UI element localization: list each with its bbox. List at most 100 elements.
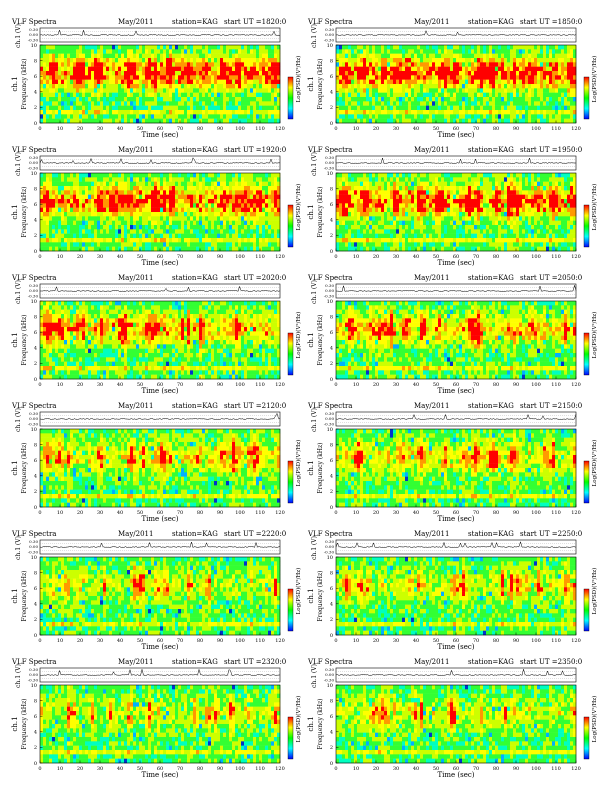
spectrogram-cell: [256, 182, 259, 187]
spectrogram-cell: [43, 208, 46, 213]
spectrogram-cell: [387, 88, 390, 93]
spectrogram-cell: [88, 221, 91, 226]
spectrogram-cell: [187, 221, 190, 226]
spectrogram-cell: [232, 49, 235, 54]
spectrogram-cell: [136, 238, 139, 243]
spectrogram-cell: [369, 229, 372, 234]
spectrogram-cell: [441, 88, 444, 93]
spectrogram-cell: [408, 93, 411, 98]
spectrogram-cell: [88, 186, 91, 191]
spectrogram-cell: [474, 45, 477, 50]
spectrogram-cell: [205, 80, 208, 85]
y-tick-label: 6: [34, 74, 37, 80]
spectrogram-cell: [408, 67, 411, 72]
spectrogram-cell: [259, 199, 262, 204]
spectrogram-cell: [429, 80, 432, 85]
spectrogram-cell: [139, 49, 142, 54]
spectrogram-cell: [561, 62, 564, 67]
spectrogram-cell: [351, 119, 354, 124]
spectrogram-cell: [58, 88, 61, 93]
spectrogram-cell: [46, 88, 49, 93]
spectrogram-cell: [97, 75, 100, 80]
spectrogram-cell: [136, 225, 139, 230]
spectrogram-cell: [52, 225, 55, 230]
spectrogram-cell: [501, 75, 504, 80]
spectrogram-cell: [208, 221, 211, 226]
spectrogram-cell: [178, 67, 181, 72]
spectrogram-cell: [199, 238, 202, 243]
spectrogram-cell: [190, 234, 193, 239]
x-tick-label: 90: [513, 126, 519, 132]
spectrogram-cell: [474, 54, 477, 59]
spectrogram-cell: [265, 54, 268, 59]
spectrogram-cell: [202, 229, 205, 234]
spectrogram-cell: [411, 114, 414, 119]
spectrogram-cell: [519, 84, 522, 89]
spectrogram-cell: [82, 54, 85, 59]
spectrogram-cell: [103, 199, 106, 204]
spectrogram-cell: [61, 88, 64, 93]
spectrogram-cell: [552, 106, 555, 111]
trace-tick-label: -0.30: [28, 165, 39, 170]
spectrogram-cell: [558, 93, 561, 98]
spectrogram-cell: [55, 221, 58, 226]
spectrogram-cell: [411, 212, 414, 217]
spectrogram-cell: [157, 58, 160, 63]
spectrogram-cell: [67, 186, 70, 191]
spectrogram-cell: [67, 212, 70, 217]
spectrogram-cell: [151, 110, 154, 115]
spectrogram-cell: [139, 84, 142, 89]
spectrogram-cell: [357, 221, 360, 226]
spectrogram-cell: [217, 225, 220, 230]
spectrogram-cell: [369, 80, 372, 85]
spectrogram-cell: [163, 212, 166, 217]
spectrogram-cell: [235, 177, 238, 182]
spectrogram-cell: [462, 58, 465, 63]
spectrogram-cell: [151, 106, 154, 111]
spectrogram-cell: [399, 229, 402, 234]
spectrogram-cell: [55, 238, 58, 243]
spectrogram-cell: [366, 203, 369, 208]
spectrogram-cell: [196, 238, 199, 243]
spectrogram-cell: [262, 242, 265, 247]
spectrogram-cell: [40, 88, 43, 93]
spectrogram-cell: [345, 49, 348, 54]
spectrogram-cell: [534, 119, 537, 124]
spectrogram-cell: [351, 173, 354, 178]
spectrogram-cell: [85, 54, 88, 59]
spectrogram-cell: [235, 114, 238, 119]
spectrogram-cell: [549, 45, 552, 50]
spectrogram-cell: [124, 119, 127, 124]
spectrogram-cell: [193, 203, 196, 208]
spectrogram-cell: [142, 110, 145, 115]
spectrogram-cell: [157, 229, 160, 234]
spectrogram-cell: [175, 110, 178, 115]
spectrogram-cell: [112, 225, 115, 230]
spectrogram-cell: [489, 62, 492, 67]
spectrogram-cell: [61, 173, 64, 178]
spectrogram-cell: [420, 62, 423, 67]
spectrogram-cell: [510, 101, 513, 106]
spectrogram-cell: [345, 212, 348, 217]
spectrogram-cell: [211, 62, 214, 67]
spectrogram-cell: [241, 88, 244, 93]
spectrogram-cell: [97, 221, 100, 226]
spectrogram-cell: [133, 208, 136, 213]
spectrogram-cell: [178, 88, 181, 93]
spectrogram-cell: [378, 45, 381, 50]
spectrogram-cell: [187, 234, 190, 239]
spectrogram-cell: [133, 114, 136, 119]
spectrogram-cell: [483, 114, 486, 119]
spectrogram-cell: [510, 84, 513, 89]
spectrogram-cell: [79, 75, 82, 80]
spectrogram-cell: [154, 67, 157, 72]
spectrogram-cell: [232, 114, 235, 119]
spectrogram-cell: [411, 242, 414, 247]
spectrogram-cell: [453, 45, 456, 50]
spectrogram-cell: [181, 45, 184, 50]
spectrogram-cell: [486, 62, 489, 67]
spectrogram-cell: [88, 229, 91, 234]
spectrogram-cell: [100, 177, 103, 182]
spectrogram-cell: [438, 62, 441, 67]
spectrogram-cell: [444, 88, 447, 93]
